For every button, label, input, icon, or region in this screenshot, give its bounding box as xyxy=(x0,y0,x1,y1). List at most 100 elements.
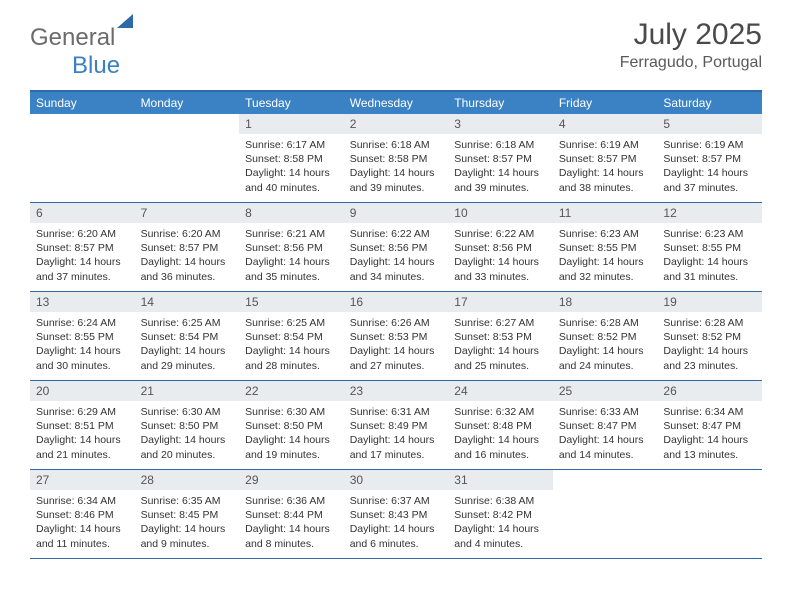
day-cell: 20Sunrise: 6:29 AMSunset: 8:51 PMDayligh… xyxy=(30,381,135,469)
daylight-text: Daylight: 14 hours and 23 minutes. xyxy=(663,344,756,372)
day-content: Sunrise: 6:19 AMSunset: 8:57 PMDaylight:… xyxy=(553,134,658,199)
day-cell: 8Sunrise: 6:21 AMSunset: 8:56 PMDaylight… xyxy=(239,203,344,291)
daylight-text: Daylight: 14 hours and 28 minutes. xyxy=(245,344,338,372)
day-cell: 27Sunrise: 6:34 AMSunset: 8:46 PMDayligh… xyxy=(30,470,135,558)
weekday-header: Tuesday xyxy=(239,92,344,114)
day-cell: 21Sunrise: 6:30 AMSunset: 8:50 PMDayligh… xyxy=(135,381,240,469)
daylight-text: Daylight: 14 hours and 14 minutes. xyxy=(559,433,652,461)
logo-gray: General xyxy=(30,24,115,51)
day-content: Sunrise: 6:34 AMSunset: 8:47 PMDaylight:… xyxy=(657,401,762,466)
day-content: Sunrise: 6:25 AMSunset: 8:54 PMDaylight:… xyxy=(239,312,344,377)
sunrise-text: Sunrise: 6:34 AM xyxy=(36,494,129,508)
day-content: Sunrise: 6:30 AMSunset: 8:50 PMDaylight:… xyxy=(239,401,344,466)
day-content: Sunrise: 6:23 AMSunset: 8:55 PMDaylight:… xyxy=(553,223,658,288)
week-row: 27Sunrise: 6:34 AMSunset: 8:46 PMDayligh… xyxy=(30,470,762,559)
sunrise-text: Sunrise: 6:23 AM xyxy=(559,227,652,241)
week-row: 6Sunrise: 6:20 AMSunset: 8:57 PMDaylight… xyxy=(30,203,762,292)
day-number: 28 xyxy=(135,470,240,490)
sunset-text: Sunset: 8:49 PM xyxy=(350,419,443,433)
day-cell: 4Sunrise: 6:19 AMSunset: 8:57 PMDaylight… xyxy=(553,114,658,202)
day-cell: 31Sunrise: 6:38 AMSunset: 8:42 PMDayligh… xyxy=(448,470,553,558)
sunrise-text: Sunrise: 6:20 AM xyxy=(36,227,129,241)
day-number: 10 xyxy=(448,203,553,223)
sunset-text: Sunset: 8:46 PM xyxy=(36,508,129,522)
day-cell: 2Sunrise: 6:18 AMSunset: 8:58 PMDaylight… xyxy=(344,114,449,202)
brand-logo: General Blue xyxy=(30,24,133,80)
day-content: Sunrise: 6:31 AMSunset: 8:49 PMDaylight:… xyxy=(344,401,449,466)
sunrise-text: Sunrise: 6:23 AM xyxy=(663,227,756,241)
sunrise-text: Sunrise: 6:29 AM xyxy=(36,405,129,419)
day-number: 11 xyxy=(553,203,658,223)
day-cell xyxy=(657,470,762,558)
page-header: General Blue July 2025 Ferragudo, Portug… xyxy=(30,18,762,80)
daylight-text: Daylight: 14 hours and 40 minutes. xyxy=(245,166,338,194)
daylight-text: Daylight: 14 hours and 33 minutes. xyxy=(454,255,547,283)
day-cell: 30Sunrise: 6:37 AMSunset: 8:43 PMDayligh… xyxy=(344,470,449,558)
location-label: Ferragudo, Portugal xyxy=(620,54,762,72)
sunrise-text: Sunrise: 6:31 AM xyxy=(350,405,443,419)
sunset-text: Sunset: 8:57 PM xyxy=(36,241,129,255)
daylight-text: Daylight: 14 hours and 36 minutes. xyxy=(141,255,234,283)
daylight-text: Daylight: 14 hours and 8 minutes. xyxy=(245,522,338,550)
day-cell: 13Sunrise: 6:24 AMSunset: 8:55 PMDayligh… xyxy=(30,292,135,380)
day-cell: 5Sunrise: 6:19 AMSunset: 8:57 PMDaylight… xyxy=(657,114,762,202)
weekday-header: Saturday xyxy=(657,92,762,114)
day-cell: 29Sunrise: 6:36 AMSunset: 8:44 PMDayligh… xyxy=(239,470,344,558)
sunset-text: Sunset: 8:56 PM xyxy=(454,241,547,255)
day-number: 14 xyxy=(135,292,240,312)
month-title: July 2025 xyxy=(620,18,762,52)
sunrise-text: Sunrise: 6:26 AM xyxy=(350,316,443,330)
day-cell: 7Sunrise: 6:20 AMSunset: 8:57 PMDaylight… xyxy=(135,203,240,291)
daylight-text: Daylight: 14 hours and 21 minutes. xyxy=(36,433,129,461)
logo-triangle-icon xyxy=(117,14,133,28)
day-content: Sunrise: 6:33 AMSunset: 8:47 PMDaylight:… xyxy=(553,401,658,466)
day-cell: 26Sunrise: 6:34 AMSunset: 8:47 PMDayligh… xyxy=(657,381,762,469)
sunrise-text: Sunrise: 6:17 AM xyxy=(245,138,338,152)
day-cell: 14Sunrise: 6:25 AMSunset: 8:54 PMDayligh… xyxy=(135,292,240,380)
sunrise-text: Sunrise: 6:30 AM xyxy=(141,405,234,419)
sunset-text: Sunset: 8:57 PM xyxy=(454,152,547,166)
week-row: 1Sunrise: 6:17 AMSunset: 8:58 PMDaylight… xyxy=(30,114,762,203)
sunset-text: Sunset: 8:58 PM xyxy=(350,152,443,166)
sunrise-text: Sunrise: 6:25 AM xyxy=(245,316,338,330)
day-content: Sunrise: 6:38 AMSunset: 8:42 PMDaylight:… xyxy=(448,490,553,555)
day-content: Sunrise: 6:22 AMSunset: 8:56 PMDaylight:… xyxy=(448,223,553,288)
sunrise-text: Sunrise: 6:18 AM xyxy=(350,138,443,152)
day-content: Sunrise: 6:26 AMSunset: 8:53 PMDaylight:… xyxy=(344,312,449,377)
day-content: Sunrise: 6:22 AMSunset: 8:56 PMDaylight:… xyxy=(344,223,449,288)
day-number: 9 xyxy=(344,203,449,223)
day-number: 23 xyxy=(344,381,449,401)
day-number xyxy=(657,470,762,476)
sunset-text: Sunset: 8:50 PM xyxy=(245,419,338,433)
daylight-text: Daylight: 14 hours and 31 minutes. xyxy=(663,255,756,283)
day-content: Sunrise: 6:25 AMSunset: 8:54 PMDaylight:… xyxy=(135,312,240,377)
day-content: Sunrise: 6:35 AMSunset: 8:45 PMDaylight:… xyxy=(135,490,240,555)
daylight-text: Daylight: 14 hours and 39 minutes. xyxy=(454,166,547,194)
calendar-grid: SundayMondayTuesdayWednesdayThursdayFrid… xyxy=(30,90,762,559)
sunrise-text: Sunrise: 6:24 AM xyxy=(36,316,129,330)
day-content: Sunrise: 6:30 AMSunset: 8:50 PMDaylight:… xyxy=(135,401,240,466)
sunrise-text: Sunrise: 6:28 AM xyxy=(559,316,652,330)
daylight-text: Daylight: 14 hours and 34 minutes. xyxy=(350,255,443,283)
sunset-text: Sunset: 8:48 PM xyxy=(454,419,547,433)
sunset-text: Sunset: 8:53 PM xyxy=(350,330,443,344)
daylight-text: Daylight: 14 hours and 20 minutes. xyxy=(141,433,234,461)
day-number: 25 xyxy=(553,381,658,401)
day-number: 1 xyxy=(239,114,344,134)
day-number: 30 xyxy=(344,470,449,490)
sunset-text: Sunset: 8:54 PM xyxy=(245,330,338,344)
sunset-text: Sunset: 8:58 PM xyxy=(245,152,338,166)
sunrise-text: Sunrise: 6:20 AM xyxy=(141,227,234,241)
sunrise-text: Sunrise: 6:19 AM xyxy=(559,138,652,152)
daylight-text: Daylight: 14 hours and 29 minutes. xyxy=(141,344,234,372)
weekday-header: Monday xyxy=(135,92,240,114)
sunset-text: Sunset: 8:56 PM xyxy=(350,241,443,255)
day-cell: 9Sunrise: 6:22 AMSunset: 8:56 PMDaylight… xyxy=(344,203,449,291)
day-cell: 18Sunrise: 6:28 AMSunset: 8:52 PMDayligh… xyxy=(553,292,658,380)
daylight-text: Daylight: 14 hours and 17 minutes. xyxy=(350,433,443,461)
day-content: Sunrise: 6:32 AMSunset: 8:48 PMDaylight:… xyxy=(448,401,553,466)
sunset-text: Sunset: 8:55 PM xyxy=(36,330,129,344)
day-number: 2 xyxy=(344,114,449,134)
sunset-text: Sunset: 8:52 PM xyxy=(559,330,652,344)
day-cell: 25Sunrise: 6:33 AMSunset: 8:47 PMDayligh… xyxy=(553,381,658,469)
